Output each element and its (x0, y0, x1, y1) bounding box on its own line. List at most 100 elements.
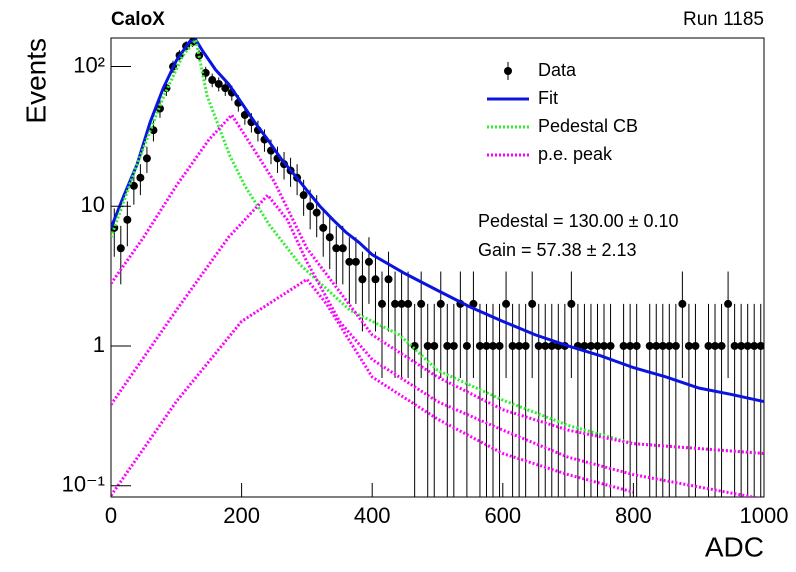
y-tick-label: 10² (73, 52, 105, 77)
x-tick-label: 600 (484, 503, 521, 528)
plot-area (111, 38, 764, 497)
data-point (626, 341, 635, 350)
data-point (129, 181, 138, 190)
data-point (489, 341, 498, 350)
data-point (475, 341, 484, 350)
plot-frame (110, 37, 765, 498)
data-point (469, 299, 478, 308)
data-point (567, 299, 576, 308)
data-point (391, 299, 400, 308)
legend-label: Fit (538, 88, 558, 108)
data-point (515, 341, 524, 350)
data-point (737, 341, 746, 350)
data-point (430, 341, 439, 350)
curve (111, 38, 764, 404)
data-point (410, 341, 419, 350)
data-point (586, 341, 595, 350)
data-point (665, 341, 674, 350)
data-point (201, 68, 210, 77)
data-point (704, 341, 713, 350)
data-point (600, 341, 609, 350)
data-point (756, 341, 764, 350)
curve (111, 112, 764, 455)
data-point (299, 191, 308, 200)
data-point (606, 341, 615, 350)
y-axis-label: Events (20, 38, 51, 124)
data-point (116, 244, 125, 253)
data-point (462, 341, 471, 350)
legend-marker (504, 67, 512, 75)
legend-label: Data (538, 60, 577, 80)
data-point (678, 299, 687, 308)
data-point (351, 257, 360, 266)
data-point (371, 275, 380, 284)
y-tick-label: 10 (81, 192, 105, 217)
data-point (541, 341, 550, 350)
data-point (358, 275, 367, 284)
x-tick-label: 800 (615, 503, 652, 528)
data-point (580, 341, 589, 350)
data-point (593, 341, 602, 350)
x-tick-label: 400 (354, 503, 391, 528)
data-point (136, 173, 145, 182)
data-point (214, 79, 223, 88)
data-point (645, 341, 654, 350)
y-tick-label: 1 (93, 332, 105, 357)
data-point (142, 154, 151, 163)
curve (111, 277, 634, 497)
data-point (306, 202, 315, 211)
data-point (711, 341, 720, 350)
data-point (319, 223, 328, 232)
data-point (377, 299, 386, 308)
data-point (632, 341, 641, 350)
data-point (730, 341, 739, 350)
data-point (345, 257, 354, 266)
data-point (123, 215, 132, 224)
data-point (724, 299, 733, 308)
data-point (658, 341, 667, 350)
data-point (534, 341, 543, 350)
data-point (743, 341, 752, 350)
data-point (332, 244, 341, 253)
data-point (221, 84, 230, 93)
annotation: Gain = 57.38 ± 2.13 (478, 240, 637, 260)
data-point (652, 341, 661, 350)
data-point (547, 341, 556, 350)
data-point (404, 299, 413, 308)
data-point (508, 341, 517, 350)
legend-label: Pedestal CB (538, 116, 638, 136)
data-point (384, 275, 393, 284)
chart-subtitle: Run 1185 (683, 9, 764, 30)
data-point (449, 341, 458, 350)
data-point (208, 76, 217, 85)
data-point (417, 299, 426, 308)
x-axis-label: ADC (705, 531, 764, 562)
data-point (495, 341, 504, 350)
x-tick-label: 0 (105, 503, 117, 528)
data-point (521, 341, 530, 350)
legend-label: p.e. peak (538, 144, 613, 164)
data-point (482, 341, 491, 350)
chart-title: CaloX (111, 9, 165, 30)
y-tick-label: 10⁻¹ (62, 472, 105, 497)
data-point (325, 233, 334, 242)
data-point (443, 341, 452, 350)
curve (111, 38, 764, 455)
x-tick-label: 1000 (740, 503, 789, 528)
data-point (671, 341, 680, 350)
data-point (691, 341, 700, 350)
data-point (436, 299, 445, 308)
data-point (750, 341, 759, 350)
data-point (364, 257, 373, 266)
data-point (423, 341, 432, 350)
data-point (397, 299, 406, 308)
data-point (502, 299, 511, 308)
annotation: Pedestal = 130.00 ± 0.10 (478, 211, 679, 231)
data-point (338, 244, 347, 253)
data-point (312, 208, 321, 217)
data-point (717, 341, 726, 350)
data-point (528, 299, 537, 308)
x-tick-label: 200 (223, 503, 260, 528)
data-point (619, 341, 628, 350)
